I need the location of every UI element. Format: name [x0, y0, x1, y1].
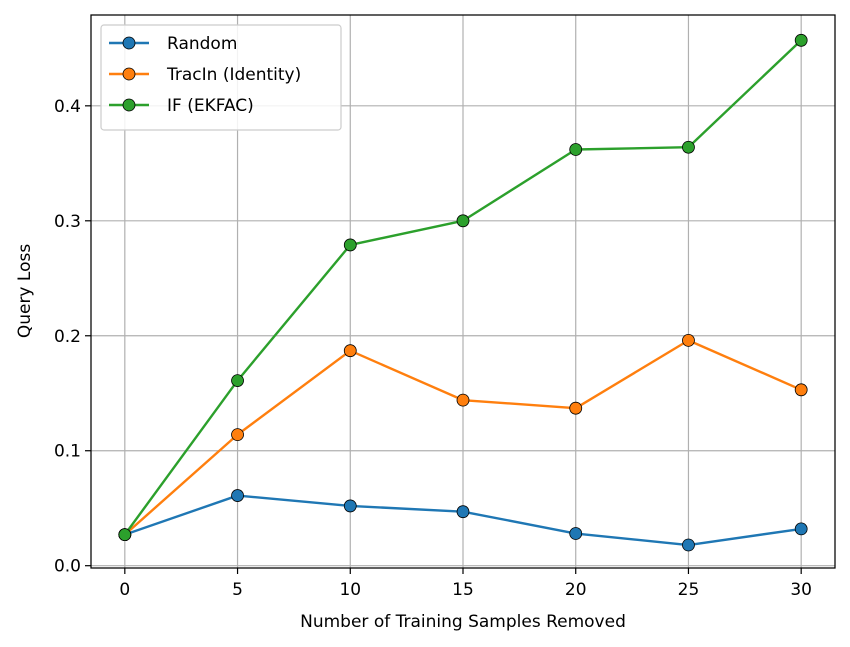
- data-point: [231, 489, 244, 502]
- legend-label: IF (EKFAC): [167, 96, 254, 116]
- x-tick-label: 0: [119, 580, 130, 600]
- data-point: [569, 527, 583, 540]
- x-tick-label: 10: [339, 580, 361, 600]
- x-tick-label: 30: [790, 580, 812, 600]
- y-tick-label: 0.2: [54, 327, 81, 347]
- legend: Random TracIn (Identity) IF (EKFAC): [100, 24, 342, 131]
- data-point: [682, 140, 695, 154]
- data-point: [343, 238, 357, 252]
- data-point: [456, 214, 470, 228]
- data-point: [682, 538, 695, 552]
- legend-marker: [122, 98, 136, 112]
- data-point: [682, 333, 695, 347]
- legend-label: Random: [167, 34, 237, 54]
- data-point: [231, 374, 244, 388]
- x-tick-label: 5: [232, 580, 243, 600]
- data-point: [231, 428, 244, 442]
- data-point: [456, 393, 470, 407]
- data-point: [456, 505, 470, 519]
- legend-label: TracIn (Identity): [166, 65, 301, 85]
- data-point: [794, 522, 808, 536]
- data-point: [343, 499, 357, 513]
- axis-ticks: 0 5 10 15 20 25 30 0.0 0.1 0.2 0.3 0.4: [54, 97, 812, 600]
- data-point: [343, 344, 357, 358]
- data-point: [118, 528, 132, 542]
- x-axis-label: Number of Training Samples Removed: [300, 612, 626, 632]
- y-tick-label: 0.3: [54, 212, 81, 232]
- x-tick-label: 15: [452, 580, 474, 600]
- legend-item: TracIn (Identity): [109, 65, 301, 85]
- y-tick-label: 0.1: [54, 442, 81, 462]
- data-point: [794, 383, 808, 397]
- series-layer: [118, 33, 808, 552]
- y-tick-label: 0.0: [54, 557, 81, 577]
- data-point: [794, 33, 808, 47]
- series-2: [118, 33, 808, 542]
- legend-item: IF (EKFAC): [109, 96, 254, 116]
- legend-marker: [122, 67, 136, 81]
- legend-item: Random: [109, 34, 237, 54]
- x-tick-label: 20: [565, 580, 587, 600]
- legend-marker: [122, 36, 136, 50]
- y-tick-label: 0.4: [54, 97, 81, 117]
- data-point: [569, 401, 583, 415]
- legend-box: [100, 24, 342, 131]
- x-tick-label: 25: [678, 580, 700, 600]
- y-axis-label: Query Loss: [15, 244, 35, 338]
- data-point: [569, 143, 583, 156]
